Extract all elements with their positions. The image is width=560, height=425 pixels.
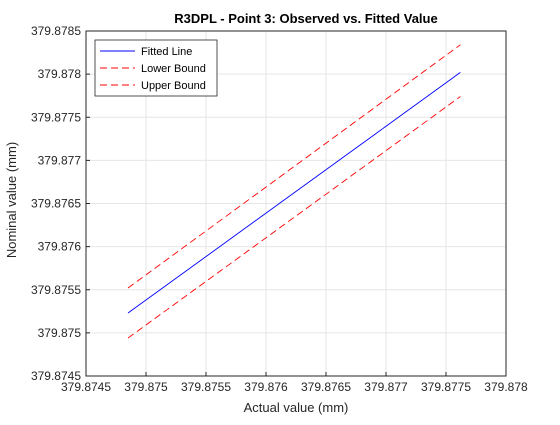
y-tick-label: 379.8785 — [31, 24, 81, 38]
x-tick-label: 379.8765 — [301, 380, 351, 394]
x-tick-label: 379.8745 — [61, 380, 111, 394]
x-tick-label: 379.877 — [364, 380, 408, 394]
series-line-fitted-line — [127, 72, 461, 314]
y-tick-label: 379.8755 — [31, 283, 81, 297]
ticks: 379.8745 379.875 379.8755 379.876 379.8765 37… — [31, 24, 528, 394]
x-tick-label: 379.876 — [244, 380, 288, 394]
x-axis-label: Actual value (mm) — [244, 400, 349, 415]
series-lines — [127, 44, 461, 339]
legend-label: Fitted Line — [141, 46, 192, 58]
y-axis-label: Nominal value (mm) — [4, 142, 19, 258]
legend-label: Upper Bound — [141, 80, 206, 92]
x-tick-label: 379.875 — [124, 380, 168, 394]
x-tick-label: 379.878 — [484, 380, 528, 394]
legend: Fitted Line Lower Bound Upper Bound — [94, 39, 218, 97]
x-tick-label: 379.8775 — [421, 380, 471, 394]
y-tick-label: 379.875 — [38, 326, 82, 340]
y-tick-label: 379.8775 — [31, 110, 81, 124]
y-tick-label: 379.8765 — [31, 197, 81, 211]
legend-label: Lower Bound — [141, 63, 206, 75]
y-tick-label: 379.8745 — [31, 369, 81, 383]
y-tick-label: 379.876 — [38, 240, 82, 254]
x-tick-label: 379.8755 — [181, 380, 231, 394]
series-line-upper-bound — [127, 44, 461, 289]
y-tick-label: 379.878 — [38, 67, 82, 81]
series-line-lower-bound — [127, 96, 461, 339]
chart-title: R3DPL - Point 3: Observed vs. Fitted Val… — [174, 11, 437, 26]
y-tick-label: 379.877 — [38, 153, 82, 167]
